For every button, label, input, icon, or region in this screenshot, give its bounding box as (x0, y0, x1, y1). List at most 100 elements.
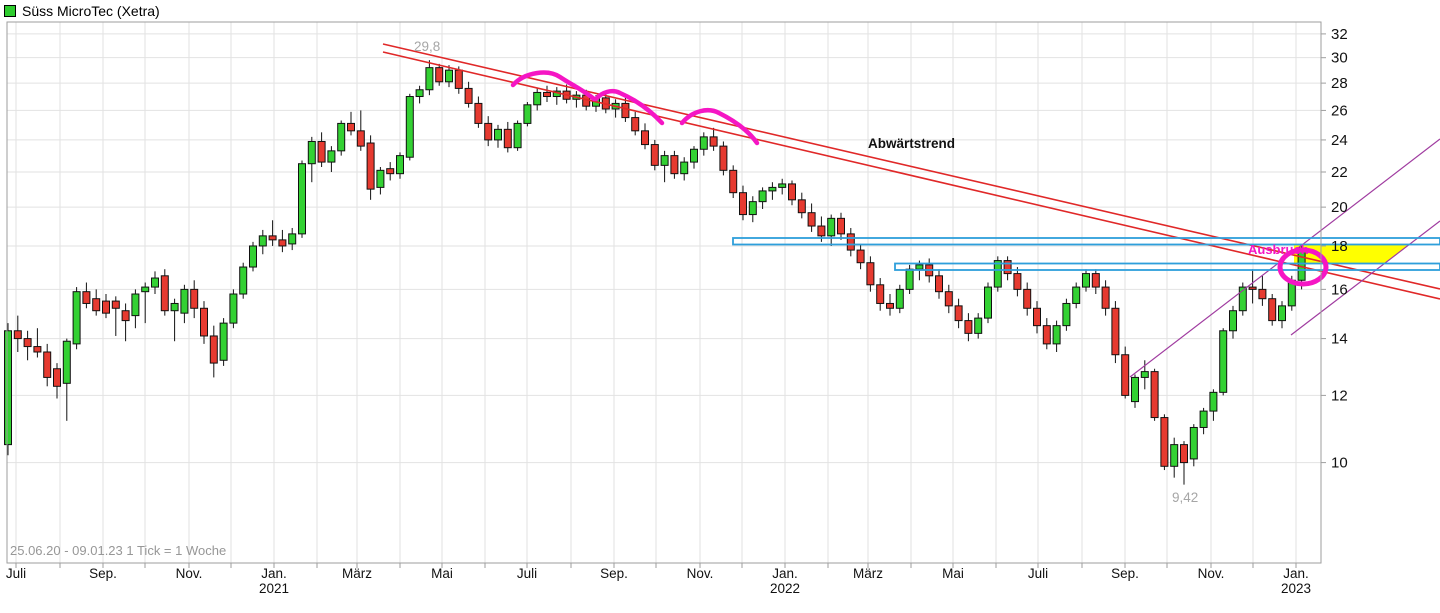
candle-body-up (229, 293, 238, 324)
candle (1189, 424, 1198, 467)
candle-body-up (249, 245, 257, 268)
candle (572, 91, 581, 108)
candle (1072, 282, 1081, 309)
x-year-label: 2023 (1281, 581, 1311, 596)
candle (748, 196, 757, 223)
candle (523, 102, 532, 127)
candle-body-up (307, 140, 316, 165)
candle-body-down (347, 122, 355, 132)
candle-body-down (631, 117, 640, 132)
candle-body-down (807, 212, 816, 227)
candle (366, 135, 375, 200)
candle-body-down (92, 298, 101, 312)
candle (984, 282, 992, 324)
candle-body-down (1023, 288, 1032, 309)
candle (670, 150, 679, 179)
candle (111, 296, 120, 336)
candle-body-up (4, 330, 12, 446)
candle-body-up (1062, 302, 1071, 327)
candle-body-down (111, 300, 120, 309)
candle-body-up (131, 293, 140, 317)
candle-body-up (376, 169, 385, 188)
candle (170, 298, 179, 342)
candle-body-down (53, 368, 61, 387)
candle-body-down (356, 130, 365, 147)
candle (121, 303, 130, 342)
candle-body-down (739, 192, 747, 216)
candle (1229, 305, 1237, 339)
low-price-label: 9,42 (1172, 490, 1199, 505)
candle-body-down (719, 145, 728, 171)
candle-body-down (817, 225, 826, 237)
candle (131, 289, 140, 329)
candle-body-up (219, 322, 228, 361)
candle (827, 214, 836, 246)
candle (92, 289, 101, 316)
x-year-label: 2022 (770, 581, 800, 596)
candle-body-up (72, 291, 81, 345)
candle (1111, 301, 1120, 364)
candle-body-up (1140, 371, 1149, 378)
candle (190, 280, 199, 319)
candle (788, 180, 796, 206)
candle-body-down (190, 288, 199, 309)
candle (660, 150, 669, 183)
candle (1121, 346, 1130, 399)
candle-body-down (1003, 260, 1012, 275)
candle (386, 162, 395, 181)
candle (200, 301, 208, 344)
candle (356, 110, 365, 151)
candle (1150, 368, 1159, 421)
candle (1062, 298, 1071, 331)
candle (1199, 407, 1208, 435)
candle (229, 289, 238, 329)
candle-body-up (690, 148, 698, 163)
candle (258, 229, 267, 255)
candle-body-up (660, 155, 669, 166)
candle-body-down (709, 136, 718, 147)
candle-body-up (974, 317, 983, 334)
candle (1101, 280, 1110, 316)
candle-body-up (1278, 305, 1286, 322)
downtrend-line (382, 43, 1440, 290)
candle (758, 187, 767, 209)
candle-body-up (327, 150, 336, 163)
candle (288, 227, 297, 251)
candle-body-up (445, 69, 453, 83)
candle-body-up (151, 277, 159, 288)
candle (729, 165, 738, 199)
candle (435, 63, 444, 86)
y-tick-label: 14 (1331, 331, 1348, 348)
candle (141, 282, 150, 324)
candle-body-down (944, 291, 953, 307)
candle-body-up (298, 163, 306, 235)
candle (405, 93, 414, 161)
candle-body-up (984, 286, 992, 319)
candle (778, 178, 787, 195)
candle-body-down (1033, 307, 1041, 327)
x-month-label: Sep. (89, 566, 117, 581)
candle (650, 139, 659, 171)
candle-body-down (1268, 298, 1277, 322)
candle (425, 60, 434, 96)
y-tick-label: 16 (1331, 281, 1348, 298)
candle (494, 124, 502, 148)
candle-body-down (209, 335, 218, 364)
candle-body-up (1219, 330, 1228, 393)
candle-body-down (788, 183, 796, 201)
candle-body-up (141, 286, 150, 293)
candle (993, 256, 1002, 292)
y-tick-label: 10 (1331, 455, 1348, 472)
candle (464, 81, 473, 108)
candle-body-down (278, 239, 287, 247)
candle-body-up (1082, 273, 1090, 288)
candle (1160, 414, 1169, 471)
candle-body-up (699, 136, 708, 150)
candle (278, 229, 287, 253)
candle-body-down (503, 128, 512, 149)
x-month-label: Jan. (1283, 566, 1309, 581)
candle-body-down (102, 300, 110, 314)
candle-body-up (915, 264, 924, 270)
candle-body-down (23, 338, 32, 348)
candle-body-down (1111, 307, 1120, 356)
